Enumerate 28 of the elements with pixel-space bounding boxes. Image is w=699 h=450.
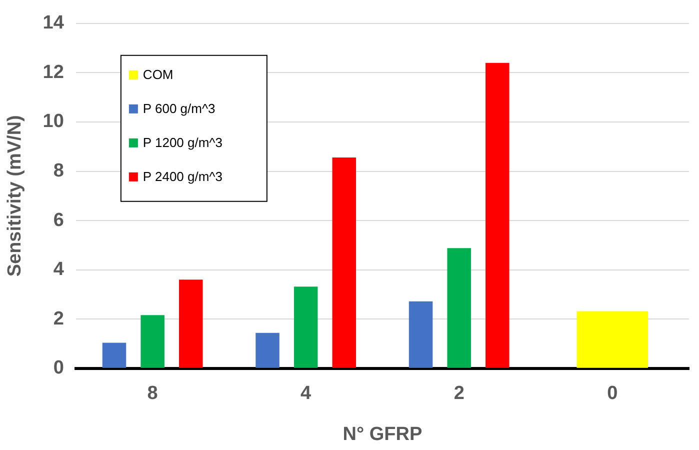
bar — [408, 301, 433, 368]
legend-label: P 600 g/m^3 — [142, 100, 216, 116]
bar — [447, 248, 471, 368]
x-axis-title: N° GFRP — [342, 424, 422, 445]
y-tick-label: 6 — [53, 210, 64, 231]
bar — [332, 157, 356, 368]
x-tick-label: 0 — [607, 383, 618, 404]
y-tick-label: 12 — [42, 62, 64, 83]
legend-label: P 2400 g/m^3 — [142, 168, 223, 184]
y-tick-label: 4 — [53, 259, 64, 280]
bar — [256, 332, 280, 368]
bar — [179, 280, 203, 368]
bar — [486, 62, 510, 368]
x-tick-label: 2 — [454, 383, 464, 404]
y-tick-label: 0 — [53, 358, 64, 379]
legend-label: P 1200 g/m^3 — [142, 134, 223, 150]
y-tick-label: 2 — [53, 308, 64, 330]
y-tick-label: 8 — [53, 160, 64, 182]
legend-label: COM — [142, 66, 174, 82]
bar — [294, 286, 318, 368]
y-tick-label: 14 — [42, 12, 64, 34]
x-tick-label: 4 — [300, 383, 312, 404]
y-tick-label: 10 — [42, 111, 64, 132]
x-tick-label: 8 — [147, 383, 158, 404]
bar — [576, 311, 648, 368]
y-axis-title: Sensitivity (mV/N) — [4, 115, 26, 277]
bar — [102, 342, 126, 368]
bar — [140, 315, 164, 368]
